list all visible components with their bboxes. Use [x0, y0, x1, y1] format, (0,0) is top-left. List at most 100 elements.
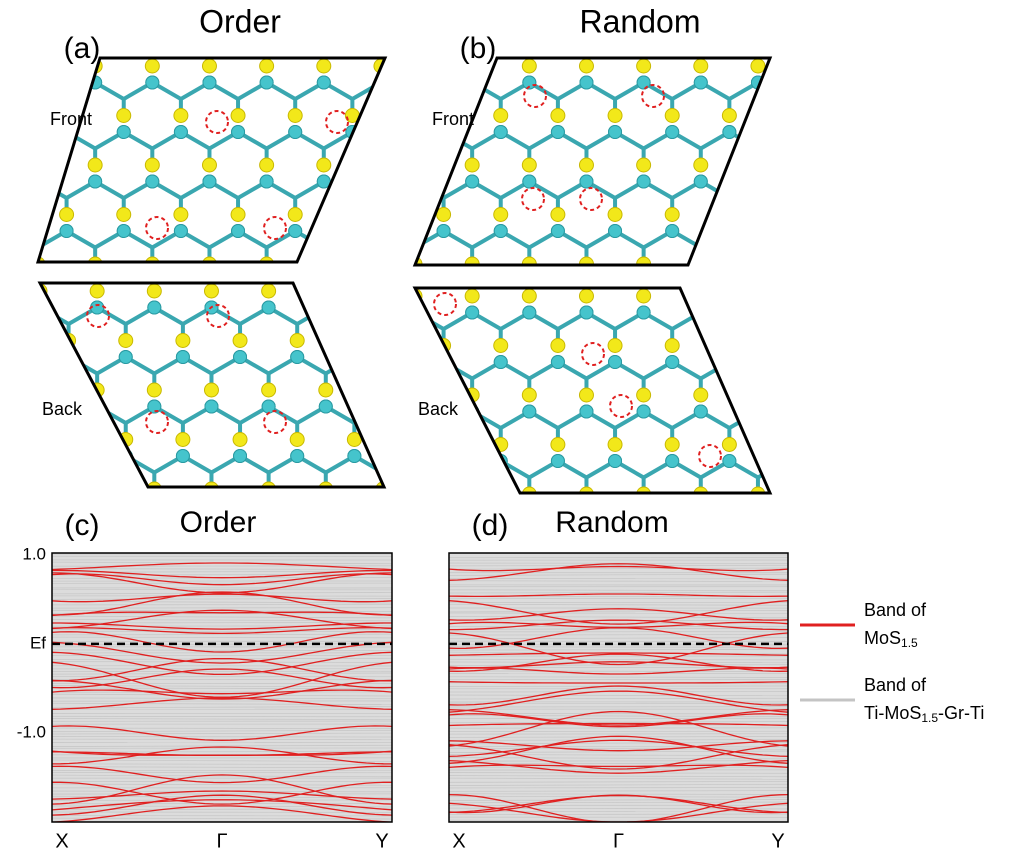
atom [466, 274, 479, 287]
bond [0, 281, 9, 298]
atom [837, 554, 850, 567]
bond [758, 231, 787, 248]
bond [844, 281, 873, 298]
bond [297, 506, 326, 523]
atom [809, 405, 822, 418]
atom [751, 306, 764, 319]
atom [288, 10, 302, 24]
atom [460, 10, 474, 24]
vacancy-marker [522, 188, 544, 210]
atom [608, 240, 622, 254]
atom [494, 307, 508, 321]
atom [432, 175, 445, 188]
atom [5, 450, 18, 463]
bond [787, 281, 816, 298]
atom [837, 324, 850, 337]
bond [758, 214, 787, 231]
atom [866, 175, 879, 188]
atom [319, 383, 333, 397]
bond [872, 412, 901, 429]
bond [0, 456, 11, 473]
atom [432, 274, 445, 287]
atom [403, 109, 417, 123]
atom [751, 504, 764, 517]
atom [319, 499, 332, 512]
bond [815, 362, 844, 379]
bond [758, 83, 787, 100]
atom [494, 240, 508, 254]
bond [352, 231, 381, 248]
bond [301, 263, 330, 280]
atom [551, 109, 565, 123]
bond [415, 182, 444, 199]
atom [203, 175, 216, 188]
atom [4, 235, 18, 249]
lattice [272, 0, 929, 337]
x-tick-label: X [452, 830, 465, 852]
atom [866, 405, 879, 418]
bond [844, 362, 873, 379]
atom [491, 400, 504, 413]
bond [787, 33, 816, 50]
bond [354, 506, 383, 523]
atom [323, 455, 336, 468]
atom [780, 240, 794, 254]
atom [809, 306, 822, 319]
atom [409, 175, 422, 188]
atom [3, 27, 16, 40]
atom [780, 126, 793, 139]
bond [815, 214, 844, 231]
atom [723, 27, 736, 40]
atom [380, 356, 393, 369]
atom [348, 450, 361, 463]
bond [352, 281, 381, 298]
bond [787, 132, 816, 149]
atom [580, 405, 593, 418]
bond [410, 83, 439, 100]
atom [522, 158, 536, 172]
bond [11, 258, 40, 275]
atom [294, 158, 308, 172]
atom [894, 356, 907, 369]
atom [694, 76, 707, 89]
atom [694, 405, 707, 418]
bond [844, 461, 873, 478]
atom [317, 257, 331, 271]
atom [894, 307, 908, 321]
atom [460, 208, 474, 222]
bond [872, 132, 901, 149]
bond [154, 506, 183, 523]
atom [894, 126, 907, 139]
bond [0, 83, 9, 100]
atom [203, 76, 216, 89]
atom [865, 257, 879, 271]
atom [751, 504, 764, 517]
atom [4, 433, 18, 447]
atom [462, 450, 475, 463]
atom [148, 499, 161, 512]
atom [289, 126, 302, 139]
atom [837, 339, 851, 353]
atom [494, 257, 507, 270]
atom [723, 257, 736, 270]
bond [815, 461, 844, 478]
bond [701, 281, 730, 298]
bond [9, 83, 38, 100]
bond [844, 511, 873, 528]
bond [844, 231, 873, 248]
atom [608, 438, 622, 452]
atom [117, 109, 131, 123]
atom [351, 388, 365, 402]
atom [174, 126, 187, 139]
bond [383, 456, 412, 473]
atom [809, 504, 822, 517]
atom [694, 504, 707, 517]
bond [0, 33, 9, 50]
atom [837, 208, 851, 222]
atom [437, 356, 450, 369]
atom [489, 76, 502, 89]
atom [866, 306, 879, 319]
atom [579, 59, 593, 73]
atom [323, 126, 336, 139]
atom [608, 339, 622, 353]
